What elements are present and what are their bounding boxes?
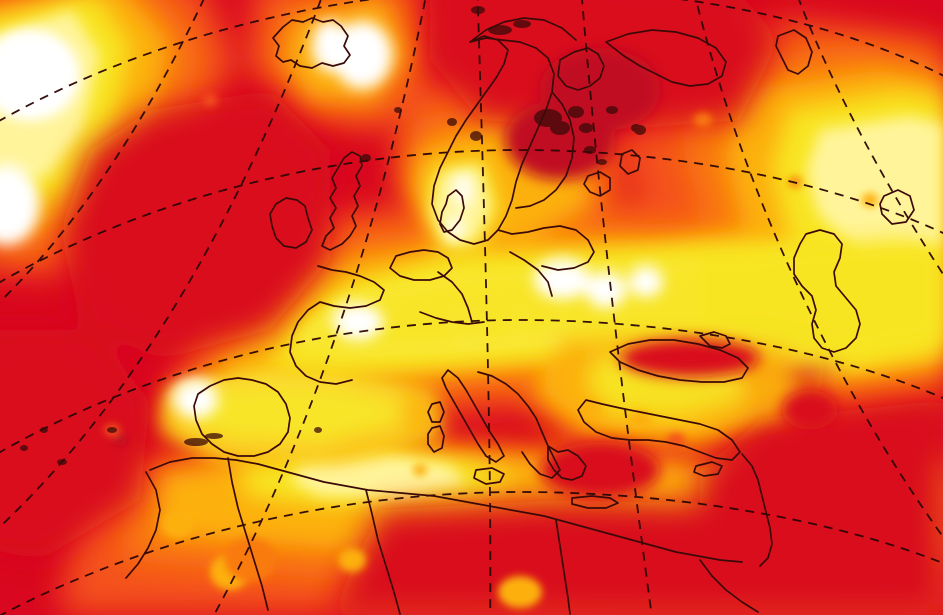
coastline-caspian-sea [793, 229, 861, 353]
coastline-north-africa [149, 457, 743, 563]
coastline-white-sea [557, 47, 605, 91]
border-morocco [125, 471, 161, 579]
anomaly-speckles [104, 94, 878, 608]
coastline-black-sea [609, 339, 749, 383]
graticule-meridian-2 [0, 0, 322, 528]
hotspot-ukraine-west-top [586, 272, 626, 308]
coastline-scandinavia [431, 35, 555, 245]
graticule-meridian-1 [0, 0, 205, 304]
coastline-kola [469, 17, 577, 43]
anomaly-hotspot-group-top [0, 35, 663, 418]
coastline-corsica [427, 401, 445, 423]
border-algeria-east [365, 489, 401, 615]
hotspot-iceland-east [312, 20, 348, 72]
coastline-finland [515, 91, 575, 209]
deep-lobe-black-sea [620, 339, 760, 377]
graticule-meridian-4 [476, 0, 492, 615]
coastline-sardinia [427, 425, 445, 453]
map-noise-speckles [20, 6, 646, 465]
coastline-ireland [269, 197, 313, 249]
coastline-great-britain [321, 151, 363, 251]
coastline-greece [547, 445, 587, 481]
coastline-france [289, 265, 385, 385]
hotspot-central-europe-top [534, 261, 590, 299]
hotspot-north-atlantic-west-2 [0, 165, 40, 245]
anomaly-deep-lobes [505, 48, 838, 498]
border-algeria-west [227, 457, 269, 611]
coastline-group [125, 17, 915, 615]
coastline-lake-onega [619, 149, 641, 175]
hotspot-france-north-top [333, 304, 383, 340]
coastline-iceland [272, 17, 351, 69]
coastline-north-sea [389, 249, 453, 281]
graticule-meridian-7 [798, 0, 943, 276]
hotspot-north-atlantic-west-top [0, 35, 74, 115]
coastline-denmark [439, 189, 465, 233]
hotspot-denmark [454, 173, 472, 207]
graticule-parallel-2 [0, 149, 943, 284]
coastline-levant [741, 453, 773, 567]
deep-lobe-caucasus [782, 390, 838, 430]
border-alps [419, 311, 485, 325]
coastline-turkey [577, 399, 741, 461]
border-central-europe [437, 271, 473, 323]
coastline-iberia [193, 377, 291, 457]
graticule-parallel-3 [0, 319, 943, 454]
graticule-meridian-3 [212, 0, 427, 615]
coastline-novaya-zemlya [775, 29, 813, 75]
border-poland [509, 251, 553, 297]
coastline-lake-ladoga [583, 171, 611, 197]
coastline-italy [441, 369, 505, 463]
coastline-sicily [473, 467, 505, 485]
coastline-crete [571, 495, 619, 509]
coastline-cyprus [693, 461, 723, 477]
coastline-balkans [477, 371, 561, 479]
graticule-parallel-4 [0, 491, 943, 615]
border-egypt-nile [699, 559, 759, 613]
border-libya-east [555, 519, 571, 615]
hotspot-ukraine-east-top [629, 267, 663, 297]
coastline-aral-sea [879, 189, 915, 225]
graticule-meridian-5 [581, 0, 653, 615]
graticule-meridian-6 [695, 0, 943, 539]
deep-lobe-aegean [540, 442, 660, 498]
coastline-arctic-russia [605, 29, 727, 87]
coastline-sea-of-azov [699, 331, 731, 349]
coastline-baltic [497, 225, 595, 271]
